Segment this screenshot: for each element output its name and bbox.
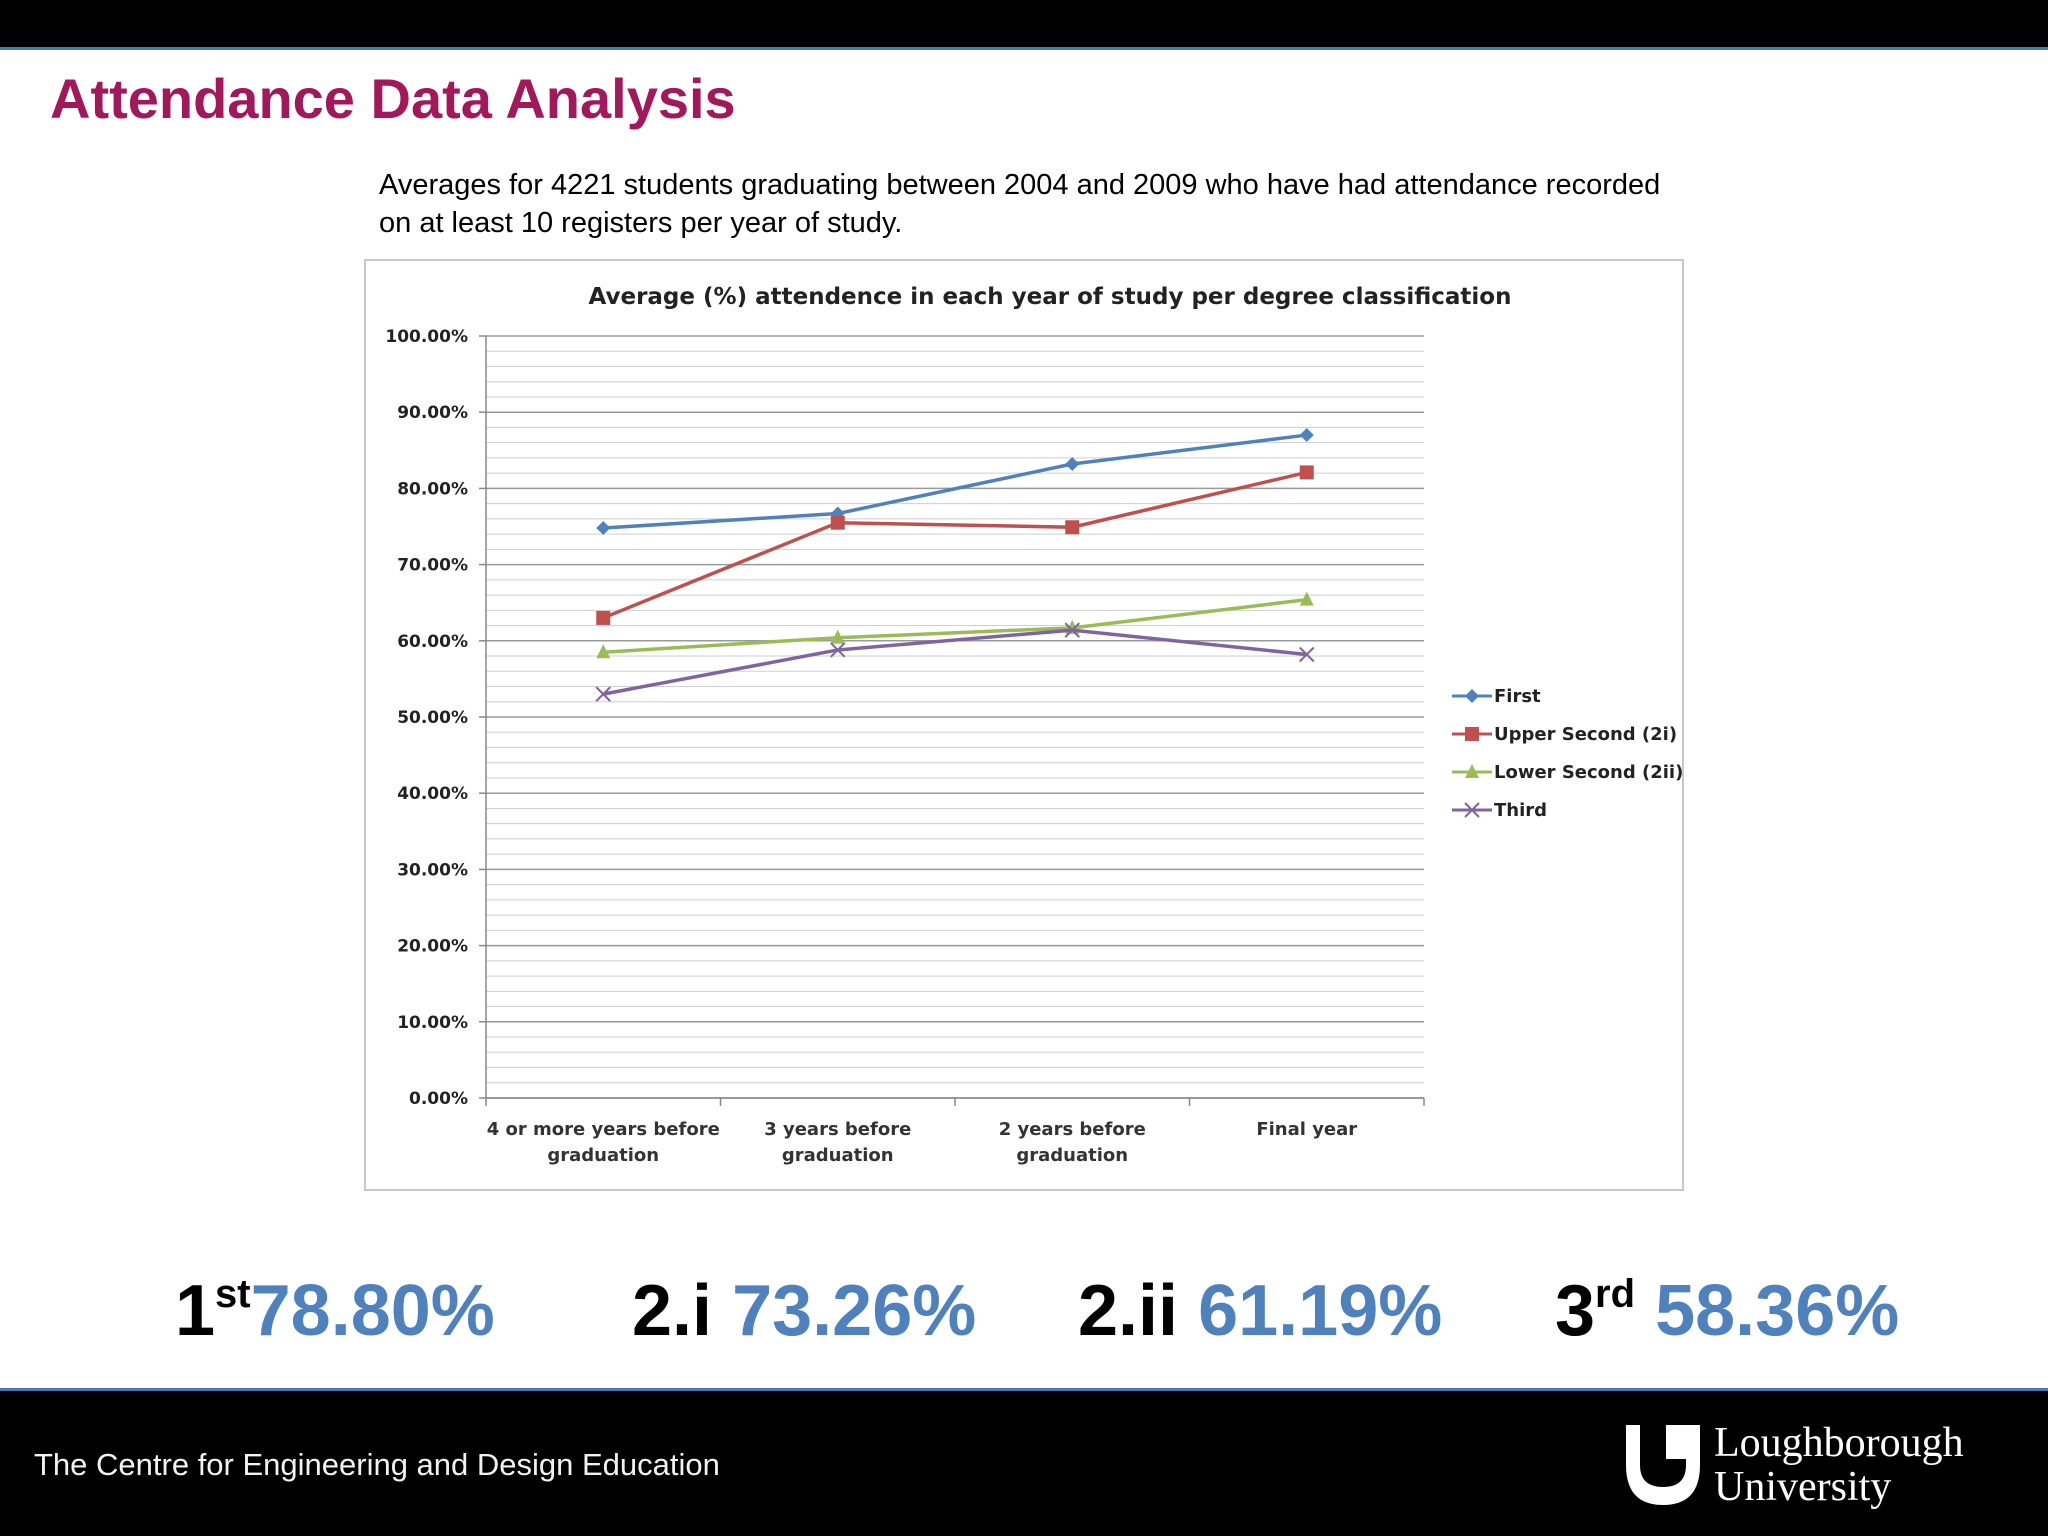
university-shield-icon (1626, 1425, 1700, 1505)
y-tick-label: 70.00% (397, 556, 468, 576)
logo-line-1: Loughborough (1714, 1420, 1964, 1466)
marker-stroke (595, 686, 611, 702)
data-point (1064, 622, 1080, 638)
chart-legend: First Upper Second (2i) Lower Second (2ii)… (1452, 686, 1682, 821)
y-tick-label: 30.00% (397, 860, 468, 880)
attendance-line-chart: Average (%) attendence in each year of s… (385, 284, 1682, 1166)
y-tick-label: 60.00% (397, 632, 468, 652)
stat-class: 2.ii (1078, 1271, 1179, 1351)
x-tick-label: 3 years before graduation (764, 1119, 911, 1166)
slide-title: Attendance Data Analysis (50, 67, 736, 130)
y-tick-label: 100.00% (385, 327, 468, 347)
data-point (830, 506, 845, 521)
marker-stroke (1464, 802, 1480, 818)
stat-value: 61.19% (1198, 1271, 1443, 1351)
data-point (596, 610, 611, 625)
data-point (1065, 520, 1080, 535)
chart-series (595, 428, 1315, 702)
stat-class: 2.i (632, 1271, 713, 1351)
data-point (1299, 646, 1315, 663)
x-tick-label: 2 years before graduation (999, 1119, 1146, 1166)
data-point (830, 515, 845, 530)
y-tick-label: 20.00% (397, 937, 468, 957)
stat-class-suffix: st (215, 1272, 251, 1316)
legend-marker (1465, 689, 1479, 703)
legend-label: First (1494, 686, 1541, 707)
legend-label: Third (1494, 800, 1547, 821)
data-point (596, 644, 611, 659)
data-point (1299, 591, 1314, 606)
legend-marker (1465, 727, 1479, 741)
stat-lower-second: 2.ii 61.19% (1078, 1270, 1442, 1352)
series-line-4 (602, 628, 1307, 696)
marker-stroke (1064, 622, 1080, 638)
data-point (830, 642, 846, 658)
data-point (595, 686, 611, 702)
data-point (1065, 457, 1080, 472)
stat-upper-second: 2.i 73.26% (632, 1270, 976, 1352)
footer-bar: The Centre for Engineering and Design Ed… (0, 1388, 2048, 1536)
legend-label: Lower Second (2ii) (1494, 762, 1682, 783)
stat-class: 1 (175, 1271, 216, 1351)
footer-centre-name: The Centre for Engineering and Design Ed… (34, 1447, 720, 1482)
legend-marker (1464, 802, 1480, 818)
series-line-3 (603, 597, 1307, 654)
stat-value: 73.26% (732, 1271, 977, 1351)
data-point (596, 521, 611, 536)
legend-label: Upper Second (2i) (1494, 724, 1677, 745)
classification-averages: 1st78.80% 2.i 73.26% 2.ii 61.19% 3rd 58.… (0, 1270, 2048, 1370)
university-logo: Loughborough University (1626, 1421, 1996, 1521)
series-line-1 (603, 433, 1307, 530)
y-tick-label: 90.00% (397, 403, 468, 423)
stat-class-suffix: rd (1595, 1272, 1636, 1316)
y-tick-label: 50.00% (397, 708, 468, 728)
stat-first: 1st78.80% (175, 1270, 495, 1352)
data-point (830, 629, 845, 644)
chart-axes: 0.00% 10.00% 20.00% 30.00% 40.00% 50.00% 60.00… (385, 327, 1425, 1166)
y-tick-label: 40.00% (397, 784, 468, 804)
chart-title: Average (%) attendence in each year of s… (589, 284, 1512, 310)
stat-class: 3 (1555, 1271, 1596, 1351)
top-bar (0, 0, 2048, 50)
y-tick-label: 80.00% (397, 479, 468, 499)
chart-frame: Average (%) attendence in each year of s… (364, 259, 1684, 1191)
series-line-2 (602, 470, 1308, 620)
x-tick-label: Final year (1256, 1119, 1357, 1140)
chart-gridlines (486, 335, 1424, 1099)
slide-subtitle: Averages for 4221 students graduating be… (379, 169, 1661, 239)
data-point (1299, 465, 1314, 480)
marker-stroke (830, 642, 846, 658)
y-tick-label: 10.00% (397, 1013, 468, 1033)
y-tick-label: 0.00% (409, 1089, 468, 1109)
stat-value: 58.36% (1655, 1271, 1900, 1351)
logo-wordmark: Loughborough University (1714, 1421, 1964, 1509)
logo-line-2: University (1714, 1464, 1892, 1510)
marker-stroke (1299, 646, 1315, 663)
legend-marker (1465, 764, 1479, 778)
x-tick-label: 4 or more years before graduation (487, 1119, 720, 1166)
stat-third: 3rd 58.36% (1555, 1270, 1899, 1352)
data-point (1299, 428, 1314, 443)
stat-value: 78.80% (250, 1271, 495, 1351)
